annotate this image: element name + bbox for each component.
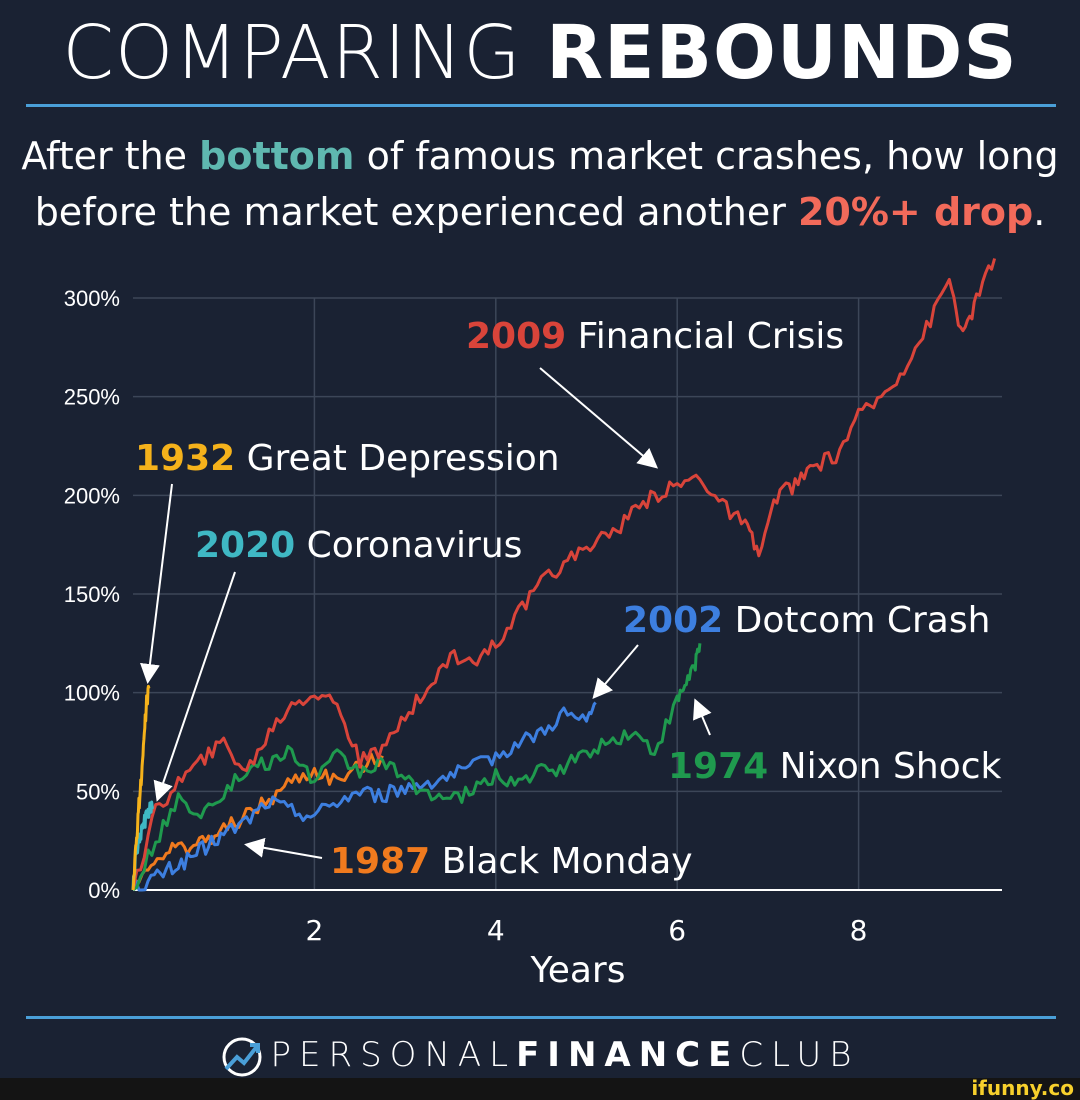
x-tick-label: 2 [305, 914, 323, 947]
x-tick-label: 6 [668, 914, 686, 947]
annotation-label: Coronavirus [295, 525, 522, 566]
bottom-divider [26, 1016, 1056, 1019]
annotation-year: 2009 [466, 316, 566, 357]
x-axis: 2 4 6 8 [133, 889, 1002, 947]
annotation-arrow-2009 [539, 367, 659, 469]
brand-personal: PERSONAL [270, 1035, 517, 1075]
series-line-2002 [131, 701, 597, 892]
subtitle-part3: before the market experienced another [34, 190, 798, 234]
series-line-1987 [131, 752, 384, 891]
annotation-2020: 2020 Coronavirus [195, 525, 522, 566]
subtitle-part2: of famous market crashes, how long [354, 134, 1059, 178]
annotation-2002: 2002 Dotcom Crash [623, 600, 990, 641]
y-tick-label: 100% [64, 681, 120, 706]
annotation-label: Black Monday [430, 841, 692, 882]
annotation-year: 1932 [135, 438, 235, 479]
subtitle-part4: . [1033, 190, 1046, 234]
y-tick-label: 250% [64, 385, 120, 410]
annotation-2009: 2009 Financial Crisis [466, 316, 844, 357]
annotation-year: 2002 [623, 600, 723, 641]
series-line-2009 [131, 258, 997, 891]
y-tick-label: 150% [64, 582, 120, 607]
annotation-year: 1974 [668, 746, 768, 787]
chart-subtitle: After the bottom of famous market crashe… [0, 128, 1080, 240]
x-axis-label: Years [530, 950, 626, 991]
annotation-arrow-1932 [140, 483, 173, 684]
annotation-label: Dotcom Crash [723, 600, 990, 641]
annotation-year: 1987 [330, 841, 430, 882]
y-tick-label: 300% [64, 286, 120, 311]
title-light: COMPARING [62, 10, 522, 96]
annotation-year: 2020 [195, 525, 295, 566]
series-line-1974 [132, 643, 702, 892]
watermark: ifunny.co [971, 1076, 1074, 1100]
series-line-1932 [131, 684, 151, 891]
y-axis: 0% 50% 100% 150% 200% 250% 300% [64, 286, 120, 903]
subtitle-highlight-drop: 20%+ drop [797, 190, 1034, 234]
trending-up-icon [222, 1037, 262, 1076]
brand-club: CLUB [739, 1035, 860, 1075]
annotation-1974: 1974 Nixon Shock [668, 746, 1002, 787]
annotation-arrow-2020 [153, 571, 236, 802]
x-tick-label: 8 [850, 914, 868, 947]
y-tick-label: 50% [76, 779, 120, 804]
y-tick-label: 200% [64, 483, 120, 508]
annotations: 2009 Financial Crisis 1932 Great Depressi… [135, 316, 1002, 882]
brand-footer: PERSONALFINANCECLUB [0, 1030, 1080, 1080]
brand-finance: FINANCE [516, 1035, 740, 1075]
annotation-1987: 1987 Black Monday [330, 841, 693, 882]
top-divider [26, 104, 1056, 107]
subtitle-highlight-bottom: bottom [199, 134, 355, 178]
chart-title: COMPARING REBOUNDS [0, 8, 1080, 98]
annotation-1932: 1932 Great Depression [135, 438, 560, 479]
title-bold: REBOUNDS [546, 10, 1018, 96]
annotation-arrow-1974 [693, 698, 712, 736]
annotation-arrow-1987 [244, 837, 323, 859]
y-tick-label: 0% [88, 878, 120, 903]
annotation-label: Nixon Shock [768, 746, 1001, 787]
annotation-label: Financial Crisis [566, 316, 844, 357]
annotation-arrow-2002 [592, 644, 639, 700]
x-tick-label: 4 [487, 914, 505, 947]
series-lines [131, 258, 997, 892]
annotation-label: Great Depression [235, 438, 559, 479]
subtitle-part1: After the [21, 134, 200, 178]
watermark-bar [0, 1078, 1080, 1100]
